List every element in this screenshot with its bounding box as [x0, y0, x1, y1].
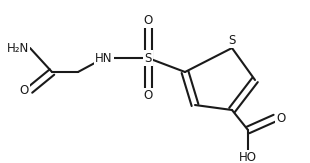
Text: HN: HN — [95, 52, 113, 65]
Text: O: O — [20, 83, 29, 96]
Text: S: S — [144, 52, 152, 65]
Text: HO: HO — [239, 151, 257, 163]
Text: O: O — [143, 89, 153, 102]
Text: H₂N: H₂N — [7, 42, 29, 54]
Text: O: O — [143, 14, 153, 27]
Text: S: S — [228, 34, 236, 47]
Text: O: O — [276, 111, 285, 125]
